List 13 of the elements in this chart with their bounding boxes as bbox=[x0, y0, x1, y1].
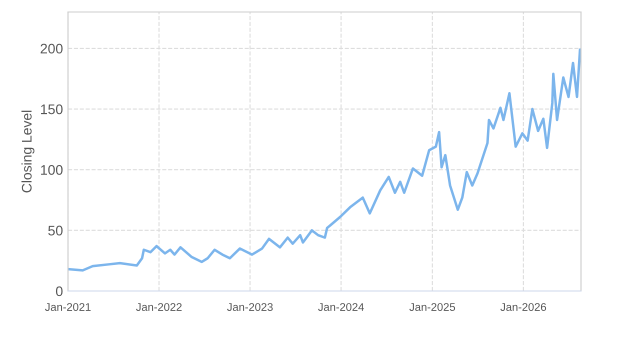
x-tick-label: Jan-2021 bbox=[45, 303, 91, 311]
y-tick-label: 200 bbox=[40, 44, 63, 54]
y-tick-label: 0 bbox=[56, 286, 63, 296]
line-series bbox=[68, 48, 581, 272]
y-tick-label: 50 bbox=[48, 226, 63, 236]
x-tick-label: Jan-2022 bbox=[136, 303, 182, 311]
x-tick-label: Jan-2026 bbox=[500, 303, 546, 311]
y-tick-label: 150 bbox=[41, 104, 63, 114]
x-tick-label: Jan-2023 bbox=[227, 303, 273, 311]
x-tick-label: Jan-2025 bbox=[409, 303, 456, 311]
x-tick-label: Jan-2024 bbox=[318, 303, 364, 311]
y-axis-title: Closing Level bbox=[21, 110, 34, 192]
y-tick-label: 100 bbox=[41, 165, 63, 175]
